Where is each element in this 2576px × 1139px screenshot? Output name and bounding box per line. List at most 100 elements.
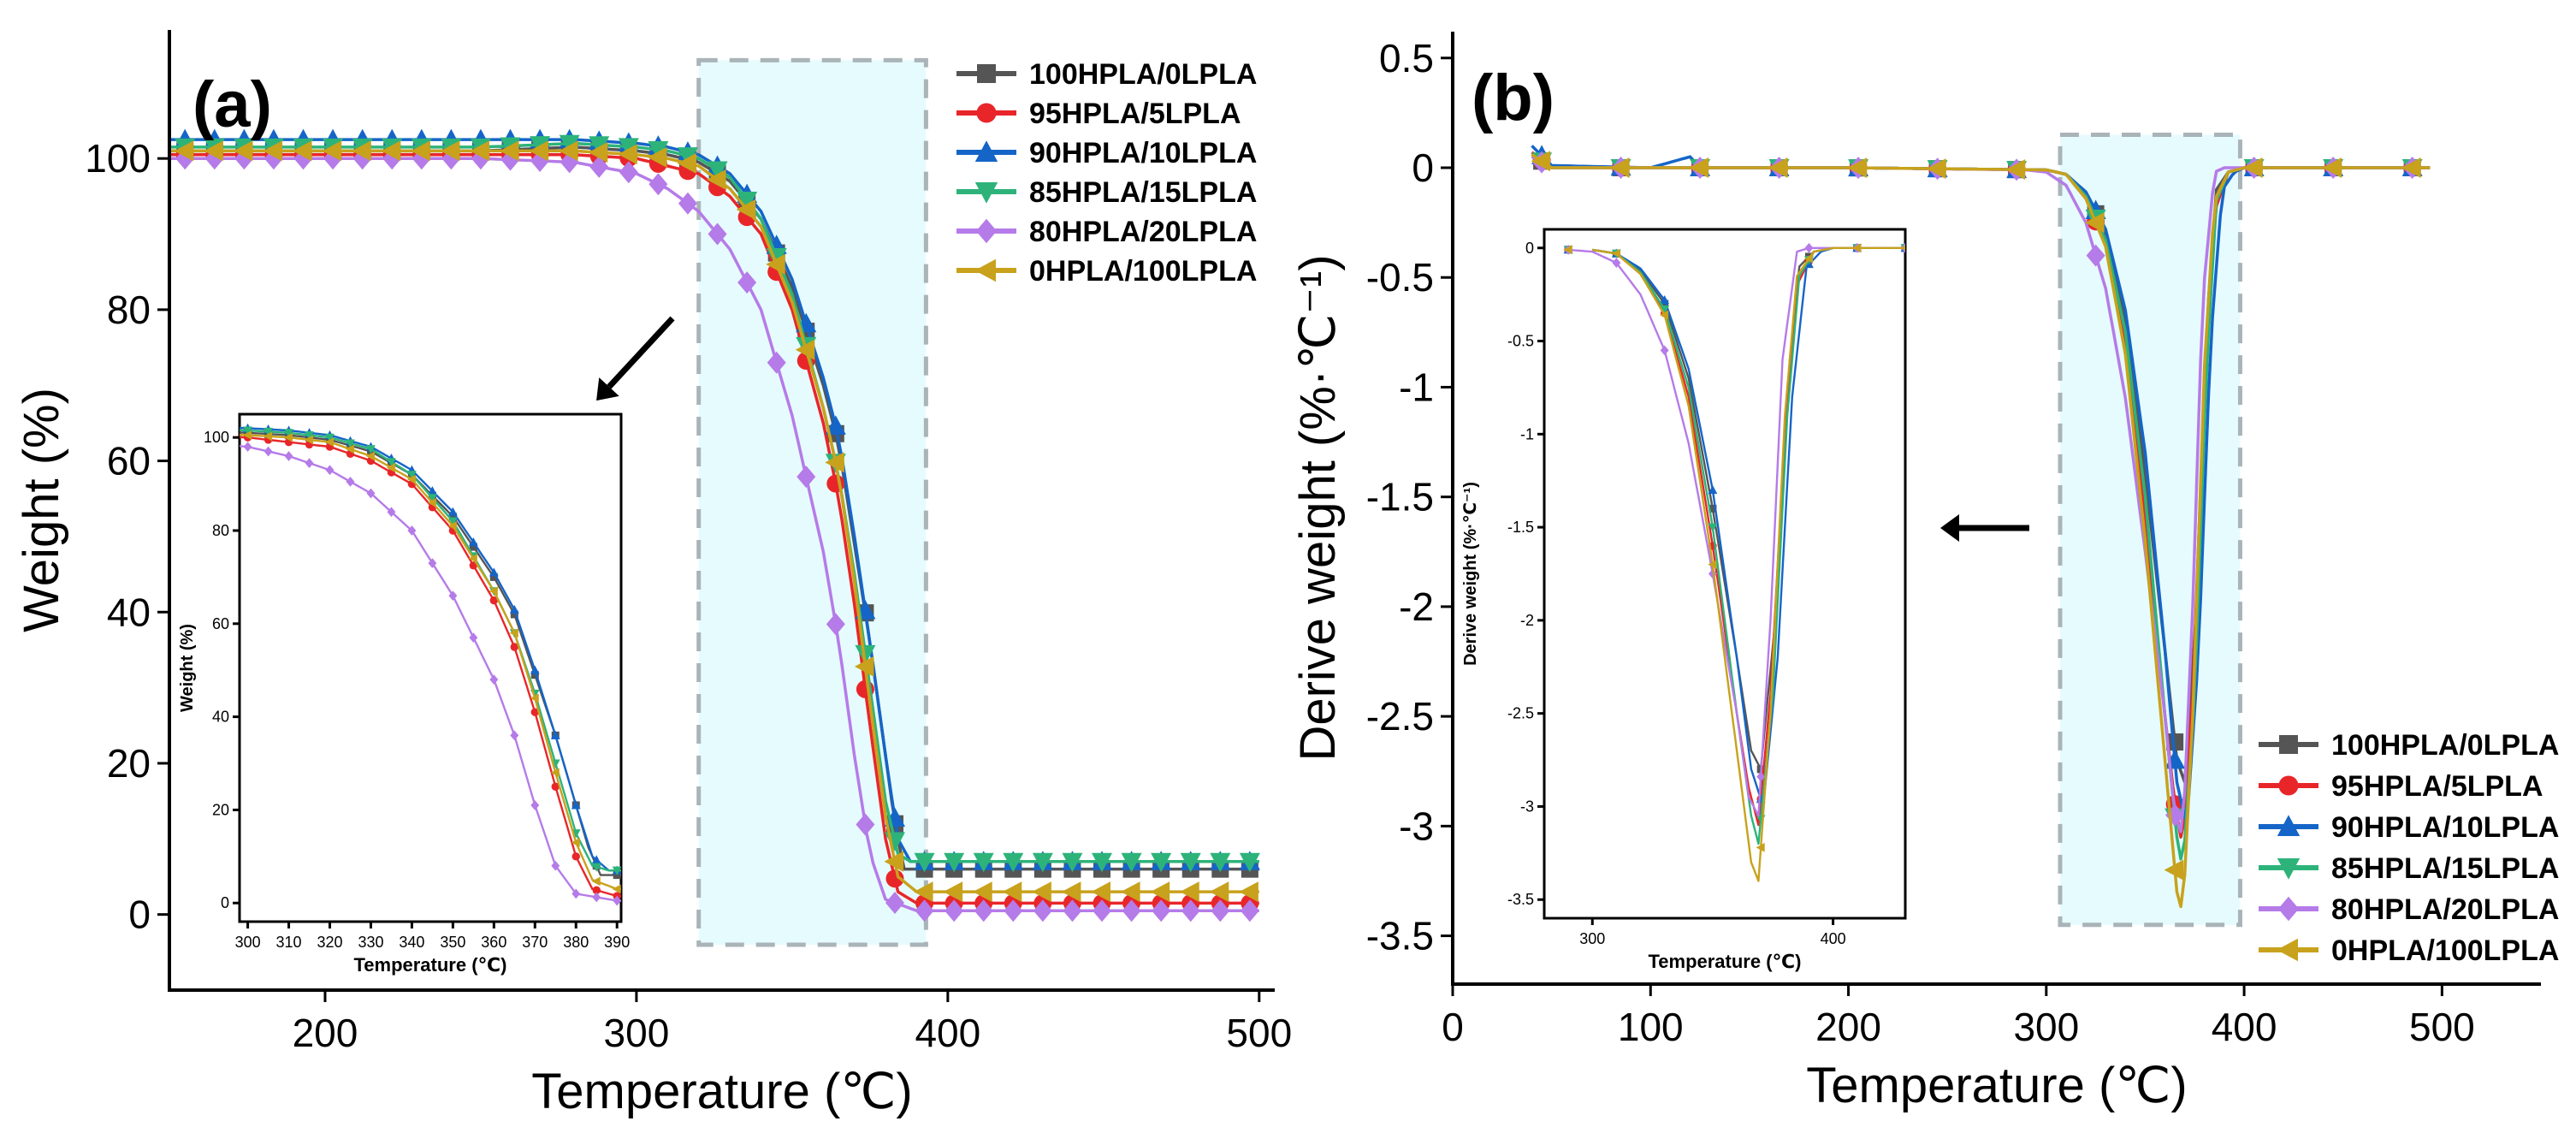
inset-data-point [489,586,498,596]
data-point [411,140,430,162]
data-point [2401,157,2421,178]
data-point [974,899,993,922]
inset-data-point [263,431,273,442]
inset-data-point [510,643,519,651]
inset-data-point [489,596,499,605]
data-point [2243,157,2263,178]
x-tick-label: 400 [2212,1005,2277,1049]
x-tick-label: 0 [1442,1005,1464,1049]
data-point [1061,881,1081,903]
inset-frame [1543,228,1907,920]
inset-data-point [571,852,580,861]
data-point [945,899,964,922]
data-point [707,161,728,181]
x-tick-label: 200 [1815,1005,1881,1049]
legend-item: 0HPLA/100LPLA [2259,934,2559,967]
data-point [1062,852,1083,873]
data-point [1610,157,1630,178]
x-tick-label: 300 [604,1011,670,1055]
legend-item: 0HPLA/100LPLA [956,255,1257,288]
inset-y-tick-label: 0 [1525,240,1534,257]
data-point [973,881,992,903]
inset-data-point [530,671,539,679]
inset-x-tick-label: 390 [604,934,630,951]
inset-data-point [243,442,252,452]
data-point [588,142,608,163]
inset-data-point [1756,771,1766,782]
data-point [885,891,904,914]
inset-y-axis-title: Weight (%) [178,624,197,712]
data-point [677,152,696,174]
legend-marker [2279,735,2298,754]
legend: 100HPLA/0LPLA 95HPLA/5LPLA 90HPLA/10LPLA 85… [2259,729,2559,967]
inset-x-axis-title: Temperature (℃) [353,954,506,976]
inset-y-tick-label: 80 [212,522,229,539]
legend-item: 95HPLA/5LPLA [2259,770,2543,803]
inset-data-point [1803,253,1813,264]
inset-data-point [346,439,355,448]
data-point [589,155,609,178]
y-tick-label: 0 [128,893,151,937]
inset-data-point [509,604,519,614]
y-tick-label: 40 [107,590,151,634]
data-point [1210,852,1231,873]
data-point [1033,899,1052,922]
legend-label: 85HPLA/15LPLA [1029,176,1257,209]
y-axis-title: Derive weight (%·℃⁻¹) [1290,254,1346,761]
data-point [619,161,638,184]
data-point [915,899,934,922]
legend-label: 95HPLA/5LPLA [2331,770,2543,803]
inset-data-point [447,517,458,526]
inset-data-point [571,838,580,847]
x-tick-label: 300 [2013,1005,2079,1049]
data-point [1121,881,1140,903]
data-point [1151,852,1172,873]
data-point [796,466,816,489]
legend-marker [977,64,996,83]
data-point [1150,881,1170,903]
inset-data-point [427,486,437,495]
inset-data-point [613,895,621,906]
inset-data-point [387,458,396,467]
y-tick-label: -1.5 [1366,475,1434,519]
inset-data-point [386,463,395,472]
data-point [1032,852,1053,873]
inset-data-point [551,860,560,871]
inset-y-tick-label: -1.5 [1507,519,1534,536]
data-point [2164,859,2184,881]
inset-data-point [612,866,621,875]
x-tick-label: 500 [2409,1005,2475,1049]
legend-label: 100HPLA/0LPLA [1029,58,1257,91]
data-point [678,192,697,215]
legend-label: 80HPLA/20LPLA [1029,216,1257,248]
data-point [737,192,758,211]
data-point [233,140,253,162]
inset-data-point [447,521,457,531]
inset-data-point [530,800,540,810]
legend-marker [974,258,996,282]
inset-data-point [325,433,335,442]
data-point [1240,899,1259,922]
y-tick-label: -1 [1399,365,1434,409]
legend-label: 85HPLA/15LPLA [2331,852,2559,885]
data-point [1152,899,1171,922]
inset-data-point [324,437,335,448]
inset-x-tick-label: 370 [522,934,548,951]
x-tick-label: 200 [293,1011,358,1055]
legend-item: 85HPLA/15LPLA [2259,852,2559,885]
data-point [1093,899,1112,922]
x-tick-label: 100 [1618,1005,1684,1049]
inset-data-point [551,782,560,791]
inset-data-point [550,730,560,739]
data-point [174,140,194,162]
inset-data-point [428,558,437,568]
legend-marker [974,140,998,162]
data-point [1531,151,1551,172]
data-point [1122,899,1141,922]
inset-data-point [346,477,355,487]
x-axis-title: Temperature (℃) [1806,1058,2187,1113]
data-point [1181,899,1200,922]
inset-data-point [550,768,560,778]
panel-b: 0 100 200 300 400 500 0.5 0 -0.5 -1 -1.5 -2 -2.5 -3 -3… [1290,32,2559,1113]
